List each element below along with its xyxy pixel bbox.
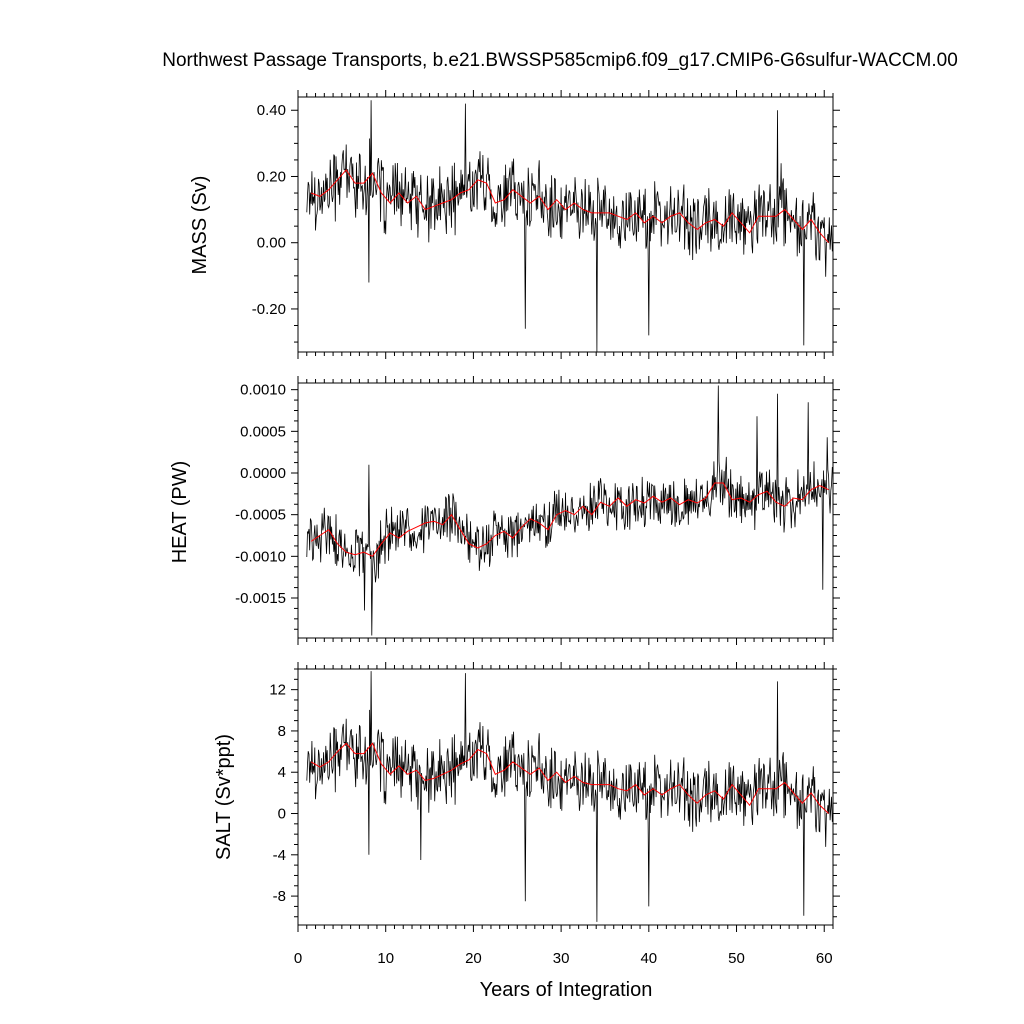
annual-mean-line	[311, 169, 829, 244]
y-tick-label: 0.40	[257, 102, 286, 119]
plot-frame	[297, 382, 834, 639]
monthly-series-line	[306, 100, 833, 353]
monthly-series-line	[306, 385, 833, 636]
y-tick-label: 0	[278, 806, 286, 823]
panel-2: 0.0010 0.0005 0.0000 -0.0005 -0.0010 -0.0015 H…	[169, 376, 840, 645]
y-tick-label: 12	[269, 682, 286, 699]
y-tick-label: 4	[278, 764, 286, 781]
plot-frame	[297, 96, 834, 353]
monthly-series-line	[306, 671, 833, 922]
panel-1: 0.40 0.20 0.00 -0.20 MASS (Sv)	[189, 90, 840, 359]
chart-title: Northwest Passage Transports, b.e21.BWSS…	[162, 50, 958, 71]
x-tick-label: 60	[816, 950, 833, 967]
x-tick-label: 10	[377, 950, 394, 967]
y-tick-label: -0.0015	[235, 590, 286, 607]
y-tick-label: 0.0005	[240, 423, 286, 440]
x-tick-label: 0	[294, 950, 302, 967]
x-axis-label: Years of Integration	[480, 979, 653, 1001]
x-tick-label: 50	[728, 950, 745, 967]
y-axis-label: SALT (Sv*ppt)	[213, 734, 235, 860]
y-axis-label: HEAT (PW)	[169, 461, 191, 564]
plot-frame	[297, 668, 834, 926]
y-tick-label: 0.00	[257, 235, 286, 252]
x-tick-label: 30	[553, 950, 570, 967]
y-tick-label: 0.20	[257, 168, 286, 185]
x-tick-label: 40	[640, 950, 657, 967]
y-tick-label: -0.20	[252, 301, 286, 318]
annual-mean-line	[310, 482, 829, 557]
annual-mean-line	[310, 742, 829, 814]
y-tick-label: 8	[278, 723, 286, 740]
y-tick-label: -0.0005	[235, 507, 286, 524]
y-axis-label: MASS (Sv)	[189, 176, 211, 275]
y-tick-label: -8	[273, 888, 286, 905]
y-tick-label: -0.0010	[235, 548, 286, 565]
x-tick-label: 20	[465, 950, 482, 967]
y-tick-label: 0.0000	[240, 465, 286, 482]
y-tick-label: 0.0010	[240, 382, 286, 399]
y-tick-label: -4	[273, 847, 286, 864]
